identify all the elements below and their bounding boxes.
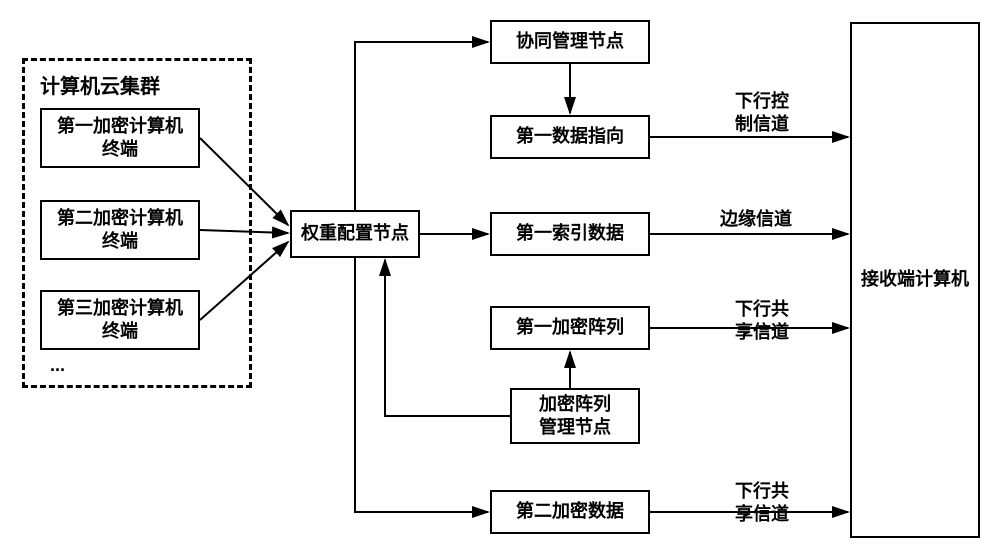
receiver-label: 接收端计算机 xyxy=(861,268,969,291)
first-data-dir-node: 第一数据指向 xyxy=(490,115,650,159)
second-enc-data-label: 第二加密数据 xyxy=(516,500,624,523)
terminal-2: 第二加密计算机终端 xyxy=(40,200,200,260)
channel-down-ctrl: 下行控制信道 xyxy=(735,90,789,137)
co-mgmt-node: 协同管理节点 xyxy=(490,20,650,64)
weight-config-node: 权重配置节点 xyxy=(290,210,420,258)
terminal-3-label: 第三加密计算机终端 xyxy=(57,297,183,344)
first-enc-array-node: 第一加密阵列 xyxy=(490,306,650,350)
enc-array-mgmt-label: 加密阵列管理节点 xyxy=(539,393,611,440)
cloud-cluster-title: 计算机云集群 xyxy=(40,70,160,99)
weight-config-label: 权重配置节点 xyxy=(301,222,409,245)
terminal-2-label: 第二加密计算机终端 xyxy=(57,207,183,254)
first-index-label: 第一索引数据 xyxy=(516,222,624,245)
first-index-node: 第一索引数据 xyxy=(490,212,650,256)
channel-edge: 边缘信道 xyxy=(720,208,792,231)
co-mgmt-label: 协同管理节点 xyxy=(516,30,624,53)
receiver-node: 接收端计算机 xyxy=(850,22,980,538)
first-enc-array-label: 第一加密阵列 xyxy=(516,316,624,339)
terminal-ellipsis: ... xyxy=(50,355,65,376)
channel-down-share-2: 下行共享信道 xyxy=(735,480,789,527)
terminal-3: 第三加密计算机终端 xyxy=(40,290,200,350)
terminal-1: 第一加密计算机终端 xyxy=(40,108,200,168)
second-enc-data-node: 第二加密数据 xyxy=(490,490,650,534)
terminal-1-label: 第一加密计算机终端 xyxy=(57,115,183,162)
enc-array-mgmt-node: 加密阵列管理节点 xyxy=(510,388,640,444)
channel-down-share-1: 下行共享信道 xyxy=(735,298,789,345)
first-data-dir-label: 第一数据指向 xyxy=(516,125,624,148)
